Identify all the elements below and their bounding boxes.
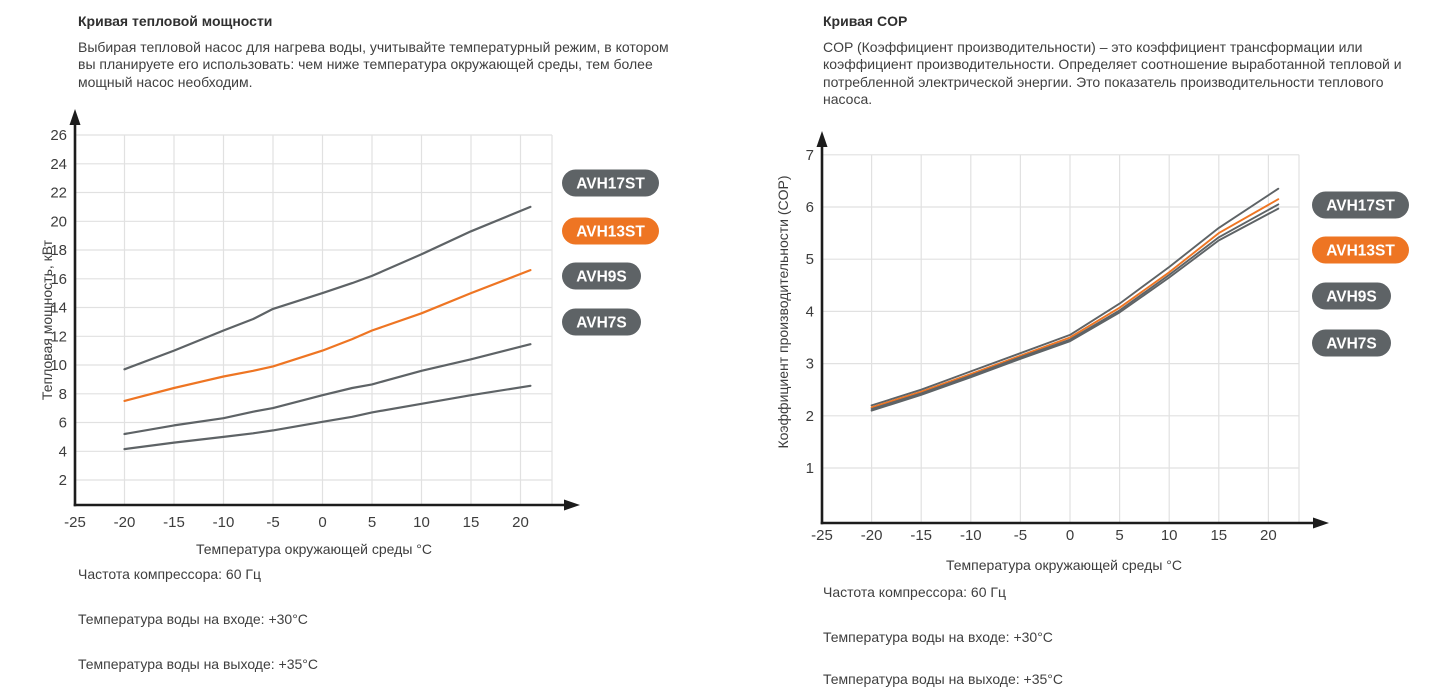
- x-tick-label: -25: [64, 514, 86, 531]
- cop-chart-note-outlet-temp: Температура воды на выходе: +35°C: [823, 671, 1063, 687]
- x-tick-label: 10: [413, 514, 430, 531]
- series-line-avh13st: [870, 198, 1280, 409]
- x-axis-arrow: [564, 499, 580, 511]
- series-line-avh17st: [123, 205, 532, 371]
- y-tick-label: 20: [50, 213, 67, 230]
- legend-pill-avh13st: [562, 217, 659, 245]
- power-chart-note-frequency: Частота компрессора: 60 Гц: [78, 566, 261, 582]
- x-tick-label: 0: [1066, 527, 1074, 544]
- y-tick-label: 5: [806, 251, 814, 268]
- y-tick-label: 6: [59, 415, 67, 432]
- legend-label-avh9s: AVH9S: [576, 269, 627, 286]
- legend-label-avh17st: AVH17ST: [576, 176, 645, 193]
- x-tick-label: 5: [1115, 527, 1123, 544]
- legend-pill-avh7s: [1312, 329, 1391, 357]
- cop-line-chart: -25 -20 -15 -10 -5 0 5 10 15 20 1 2 3 4 5 6 7 Температура…: [778, 131, 1409, 573]
- y-tick-label: 24: [50, 156, 67, 173]
- x-tick-label: 20: [512, 514, 529, 531]
- legend-label-avh17st: AVH17ST: [1326, 198, 1395, 215]
- legend-label-avh7s: AVH7S: [576, 315, 627, 332]
- legend-label-avh13st: AVH13ST: [576, 224, 645, 241]
- y-axis-title: Коэффициент производительности (COP): [778, 175, 791, 448]
- x-tick-label: 15: [463, 514, 480, 531]
- y-tick-label: 6: [806, 199, 814, 216]
- x-tick-label: -10: [960, 527, 982, 544]
- legend-label-avh13st: AVH13ST: [1326, 243, 1395, 260]
- y-tick-label: 8: [59, 386, 67, 403]
- y-tick-label: 12: [50, 328, 67, 345]
- y-axis-arrow: [816, 131, 828, 147]
- legend-pill-avh9s: [562, 262, 641, 290]
- x-tick-label: 0: [318, 514, 326, 531]
- x-tick-label: -15: [910, 527, 932, 544]
- y-tick-label: 16: [50, 271, 67, 288]
- x-tick-label: -10: [213, 514, 235, 531]
- x-tick-label: -5: [1014, 527, 1027, 544]
- legend-pill-avh13st: [1312, 236, 1409, 264]
- cop-chart-description: COP (Коэффициент производительности) – э…: [823, 39, 1402, 108]
- legend-pill-avh7s: [562, 308, 641, 336]
- cop-chart-title: Кривая COP: [823, 13, 908, 29]
- y-tick-label: 1: [806, 460, 814, 477]
- power-chart-title: Кривая тепловой мощности: [78, 13, 273, 29]
- power-chart-note-outlet-temp: Температура воды на выходе: +35°C: [78, 656, 318, 672]
- x-tick-label: 15: [1210, 527, 1227, 544]
- y-tick-label: 7: [806, 147, 814, 164]
- y-tick-label: 18: [50, 242, 67, 259]
- x-tick-label: 5: [368, 514, 376, 531]
- y-tick-label: 14: [50, 300, 67, 317]
- series-line-avh9s: [123, 343, 532, 436]
- x-tick-label: -20: [114, 514, 136, 531]
- power-chart-note-inlet-temp: Температура воды на входе: +30°C: [78, 611, 308, 627]
- x-axis-arrow: [1313, 517, 1329, 529]
- y-tick-label: 2: [59, 472, 67, 489]
- y-tick-label: 3: [806, 356, 814, 373]
- y-axis-arrow: [69, 109, 81, 125]
- y-tick-label: 22: [50, 185, 67, 202]
- y-axis-title: Тепловая мощность, кВт: [40, 239, 55, 400]
- power-line-chart: -25 -20 -15 -10 -5 0 5 10 15 20246810121416182022…: [40, 109, 659, 557]
- x-axis-title: Температура окружающей среды °C: [196, 541, 432, 557]
- series-line-avh17st: [870, 187, 1280, 407]
- x-tick-label: 20: [1260, 527, 1277, 544]
- series-line-avh7s: [123, 384, 532, 451]
- power-chart-description: Выбирая тепловой насос для нагрева воды,…: [78, 39, 669, 90]
- legend-label-avh9s: AVH9S: [1326, 289, 1377, 306]
- series-line-avh7s: [870, 207, 1280, 412]
- y-tick-label: 4: [59, 443, 67, 460]
- x-tick-label: -5: [266, 514, 279, 531]
- x-tick-label: -25: [811, 527, 833, 544]
- x-tick-label: -15: [163, 514, 185, 531]
- series-line-avh13st: [123, 269, 532, 402]
- cop-chart-note-inlet-temp: Температура воды на входе: +30°C: [823, 629, 1053, 645]
- series-line-avh9s: [870, 203, 1280, 410]
- y-tick-label: 26: [50, 127, 67, 144]
- y-tick-label: 2: [806, 408, 814, 425]
- x-tick-label: 10: [1161, 527, 1178, 544]
- y-tick-label: 4: [806, 303, 814, 320]
- cop-chart-note-frequency: Частота компрессора: 60 Гц: [823, 584, 1006, 600]
- x-axis-title: Температура окружающей среды °C: [946, 557, 1182, 573]
- y-tick-label: 10: [50, 357, 67, 374]
- x-tick-label: -20: [861, 527, 883, 544]
- legend-pill-avh17st: [562, 169, 659, 197]
- legend-label-avh7s: AVH7S: [1326, 336, 1377, 353]
- legend-pill-avh9s: [1312, 282, 1391, 310]
- legend-pill-avh17st: [1312, 191, 1409, 219]
